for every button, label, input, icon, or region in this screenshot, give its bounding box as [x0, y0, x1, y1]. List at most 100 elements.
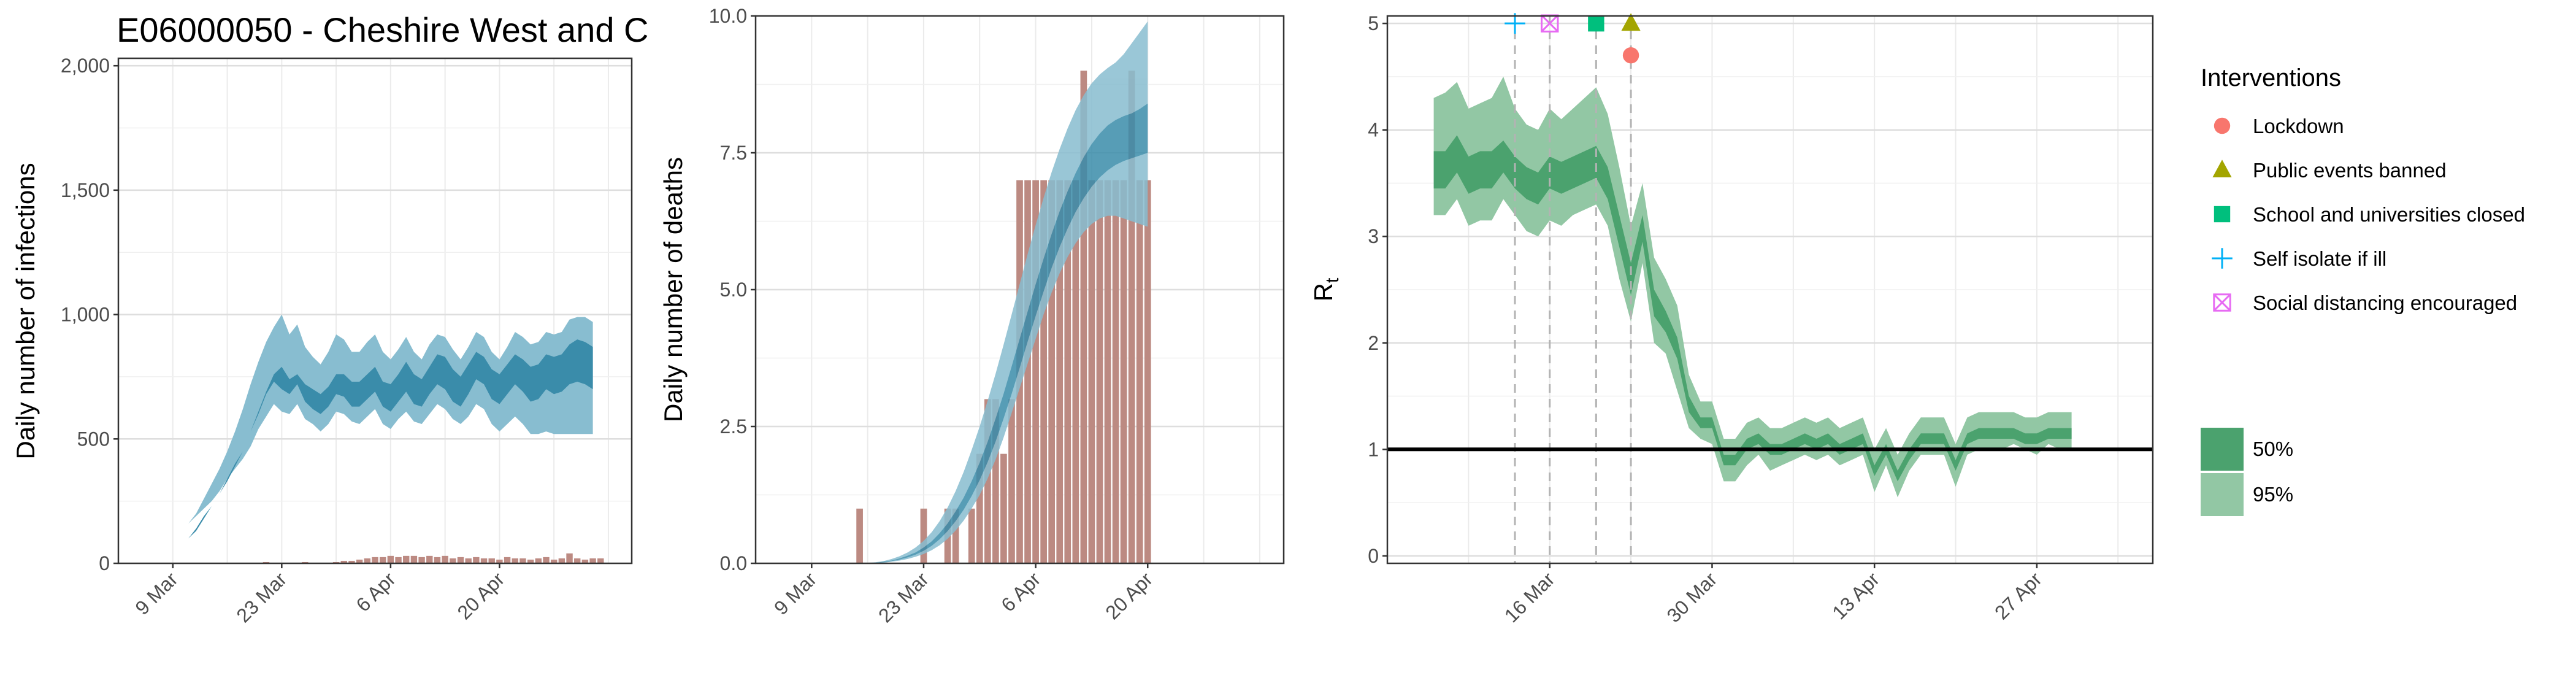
bar	[1088, 180, 1095, 564]
bar	[1120, 180, 1127, 564]
deaths-y-label: Daily number of deaths	[659, 157, 688, 422]
legend-title: Interventions	[2201, 64, 2341, 91]
bar	[952, 508, 959, 563]
bar	[426, 555, 433, 563]
bar	[457, 557, 464, 563]
y-tick-label: 5	[1368, 12, 1379, 34]
bar	[410, 555, 418, 563]
bar	[992, 399, 999, 563]
y-tick-label: 1,000	[61, 304, 110, 326]
y-tick-label: 0	[99, 552, 110, 574]
legend-swatch	[2201, 473, 2244, 516]
bar	[465, 558, 472, 563]
bar	[1000, 453, 1007, 563]
x-tick-label: 16 Mar	[1500, 568, 1559, 627]
bar	[1048, 180, 1056, 564]
y-tick-label: 4	[1368, 119, 1379, 141]
infections-y-label: Daily number of infections	[11, 163, 40, 459]
intervention-marker	[1621, 13, 1641, 31]
x-tick-label: 20 Apr	[1101, 568, 1157, 623]
bar	[984, 399, 991, 563]
bar	[418, 557, 425, 563]
bar	[1032, 180, 1039, 564]
bar	[1056, 180, 1064, 564]
rt-band-95	[1433, 76, 2072, 498]
bar	[1024, 180, 1031, 564]
bar	[395, 557, 402, 563]
rt-y-label-sub: t	[1322, 277, 1343, 283]
y-tick-label: 7.5	[720, 142, 747, 164]
x-tick-label: 9 Mar	[770, 568, 821, 619]
y-tick-label: 3	[1368, 225, 1379, 247]
rt-panel: 0 1 2 3 4 5 16 Mar 30 Mar 13 Apr 27 Apr Rt	[1309, 12, 2154, 627]
bar	[387, 555, 394, 563]
legend-key	[2212, 160, 2232, 177]
x-tick-label: 27 Apr	[1990, 568, 2046, 623]
bar	[403, 555, 410, 563]
y-tick-label: 5.0	[720, 279, 747, 301]
legend-key	[2214, 117, 2231, 134]
y-tick-label: 1,500	[61, 179, 110, 201]
bar	[519, 558, 526, 563]
bar	[976, 453, 983, 563]
bar	[1144, 180, 1151, 564]
x-tick-label: 30 Mar	[1663, 568, 1722, 627]
legend-key	[2212, 248, 2233, 269]
legend-label: School and universities closed	[2253, 203, 2525, 226]
bar	[550, 559, 558, 563]
bar	[473, 557, 480, 563]
bar	[1096, 180, 1103, 564]
figure-title: E06000050 - Cheshire West and C	[117, 10, 648, 49]
bar	[574, 558, 581, 563]
legend-swatch	[2201, 428, 2244, 471]
infections-bars	[263, 553, 604, 563]
bar	[1064, 180, 1071, 564]
legend-key	[2213, 293, 2231, 312]
y-tick-label: 1	[1368, 438, 1379, 460]
bar	[597, 558, 604, 563]
y-tick-label: 10.0	[709, 5, 747, 27]
x-tick-label: 20 Apr	[453, 568, 508, 623]
bar	[348, 560, 355, 563]
bar	[1008, 399, 1015, 563]
bar	[535, 558, 542, 563]
rt-bands	[1433, 76, 2072, 498]
y-tick-label: 2.5	[720, 415, 747, 438]
y-tick-label: 2,000	[61, 55, 110, 77]
x-tick-label: 9 Mar	[131, 568, 182, 619]
y-tick-label: 2	[1368, 332, 1379, 354]
bar	[1136, 180, 1143, 564]
legend-label: Self isolate if ill	[2253, 247, 2386, 270]
y-tick-label: 0.0	[720, 552, 747, 574]
bar	[527, 559, 534, 563]
bar	[480, 558, 488, 563]
bar	[340, 560, 347, 563]
bar	[504, 557, 511, 563]
bar	[1080, 71, 1087, 563]
legend-label: Lockdown	[2253, 115, 2344, 137]
x-tick-label: 6 Apr	[997, 568, 1045, 616]
legend-label: Public events banned	[2253, 159, 2447, 182]
rt-y-label: Rt	[1309, 277, 1343, 301]
bar	[364, 558, 371, 563]
bar	[496, 559, 503, 563]
infections-panel: 0 500 1,000 1,500 2,000 9 Mar 23 Mar 6 Apr 20 Ap…	[11, 55, 633, 627]
bar	[442, 555, 448, 563]
legend-label: 50%	[2253, 438, 2293, 460]
rt-y-label-main: R	[1309, 283, 1338, 301]
bar	[1072, 180, 1079, 564]
bar	[1104, 180, 1111, 564]
legend-label: Social distancing encouraged	[2253, 291, 2517, 314]
x-tick-label: 23 Mar	[232, 568, 291, 627]
bar	[543, 557, 550, 563]
deaths-band-50	[788, 103, 1148, 563]
x-tick-label: 6 Apr	[352, 568, 401, 616]
legend-label: 95%	[2253, 483, 2293, 506]
bar	[920, 508, 927, 563]
rt-frame	[1386, 15, 2154, 565]
bar	[1040, 180, 1047, 564]
infections-bands	[149, 314, 593, 544]
intervention-marker	[1622, 47, 1639, 64]
deaths-bands	[788, 21, 1148, 563]
